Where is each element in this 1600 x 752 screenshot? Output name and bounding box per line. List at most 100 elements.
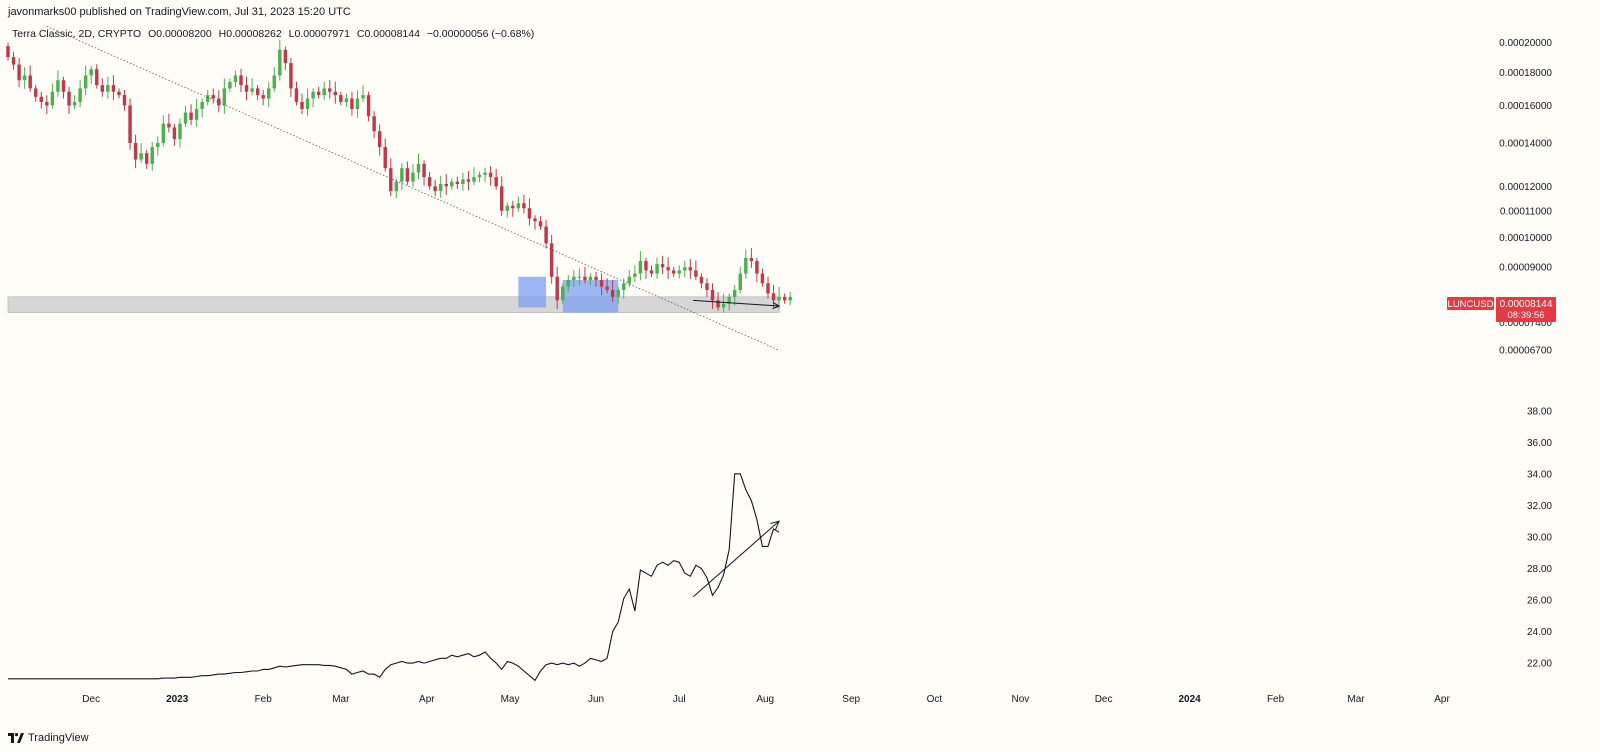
candle-body bbox=[211, 95, 215, 99]
time-tick-label: 2024 bbox=[1178, 694, 1201, 705]
candle-body bbox=[688, 267, 693, 271]
candle bbox=[339, 91, 343, 106]
candle bbox=[710, 283, 715, 309]
candle bbox=[316, 86, 321, 99]
candle bbox=[610, 280, 615, 302]
candle-body bbox=[766, 283, 770, 294]
candle bbox=[699, 273, 704, 289]
time-tick-label: May bbox=[501, 694, 520, 705]
price-badge-value-bg bbox=[1496, 297, 1556, 322]
candle-body bbox=[483, 172, 487, 175]
candle bbox=[28, 65, 32, 92]
candle-body bbox=[61, 80, 66, 92]
candle bbox=[483, 167, 487, 182]
candle-body bbox=[372, 116, 376, 132]
candle bbox=[527, 198, 532, 226]
candle bbox=[566, 274, 571, 292]
price-pane[interactable] bbox=[6, 25, 792, 351]
candle-body bbox=[283, 49, 288, 64]
candle-body bbox=[488, 172, 493, 178]
close-value: C0.00008144 bbox=[356, 28, 420, 40]
candle-body bbox=[527, 208, 532, 219]
candle-body bbox=[128, 105, 132, 143]
time-tick-label: Feb bbox=[255, 694, 273, 705]
time-tick-label: Jun bbox=[588, 694, 604, 705]
candle-body bbox=[516, 203, 521, 209]
candle bbox=[755, 257, 759, 283]
candle-body bbox=[544, 226, 548, 244]
candle-body bbox=[416, 163, 421, 173]
dotted-trendline bbox=[46, 25, 780, 351]
candle-body bbox=[311, 91, 315, 99]
candle bbox=[383, 138, 387, 172]
candle-body bbox=[511, 205, 515, 209]
candle-body bbox=[239, 75, 243, 86]
price-axis[interactable]: 0.00020000 0.00018000 0.00016000 0.00014000… bbox=[1499, 38, 1552, 356]
candle-body bbox=[383, 147, 387, 169]
candle bbox=[533, 215, 537, 230]
candle bbox=[749, 248, 754, 268]
price-tick-label: 0.00009000 bbox=[1499, 263, 1552, 274]
candle-body bbox=[782, 296, 787, 301]
candle bbox=[405, 161, 410, 186]
candle bbox=[716, 292, 720, 311]
candle bbox=[178, 118, 182, 148]
candle-body bbox=[106, 85, 110, 92]
candle-body bbox=[727, 296, 731, 304]
candle bbox=[11, 52, 16, 70]
candle bbox=[561, 283, 565, 304]
candle bbox=[488, 165, 493, 186]
candle-body bbox=[671, 270, 676, 274]
candle bbox=[211, 88, 215, 104]
candle bbox=[427, 172, 432, 190]
candle bbox=[389, 158, 393, 197]
candle bbox=[111, 75, 116, 101]
indicator-line bbox=[8, 473, 780, 682]
candle bbox=[250, 78, 254, 96]
candle-body bbox=[111, 85, 116, 92]
candle bbox=[394, 178, 399, 198]
candle-body bbox=[655, 264, 659, 274]
indicator-tick-label: 36.00 bbox=[1527, 438, 1552, 449]
candle-body bbox=[72, 101, 77, 106]
indicator-pane[interactable] bbox=[8, 473, 780, 682]
candle-body bbox=[361, 95, 365, 99]
candle-body bbox=[150, 147, 154, 164]
candle-body bbox=[638, 261, 643, 274]
candle bbox=[660, 255, 665, 275]
candle bbox=[522, 194, 526, 214]
candle bbox=[738, 266, 742, 294]
candle-body bbox=[433, 186, 437, 192]
candle-body bbox=[732, 289, 737, 297]
candle bbox=[732, 284, 737, 306]
symbol-name[interactable]: Terra Classic, 2D, CRYPTO bbox=[12, 28, 142, 40]
candle-body bbox=[272, 75, 276, 89]
time-tick-label: Mar bbox=[1347, 694, 1365, 705]
candle-body bbox=[389, 168, 393, 192]
candle bbox=[194, 99, 199, 127]
price-tick-label: 0.00020000 bbox=[1499, 38, 1552, 49]
candle-body bbox=[694, 270, 698, 277]
indicator-axis[interactable]: 38.00 36.00 34.00 32.00 30.00 28.00 26.00 24.00… bbox=[1527, 406, 1552, 669]
price-badge-ticker-bg bbox=[1447, 297, 1494, 310]
candle bbox=[366, 91, 371, 122]
candle-body bbox=[267, 88, 271, 99]
candle bbox=[677, 265, 681, 279]
indicator-tick-label: 28.00 bbox=[1527, 564, 1552, 575]
candle-body bbox=[777, 296, 781, 301]
price-badge-ticker: LUNCUSD bbox=[1448, 299, 1494, 310]
candle bbox=[655, 257, 659, 279]
candle bbox=[294, 81, 299, 106]
price-badge-countdown: 08:39:56 bbox=[1508, 310, 1545, 321]
candle bbox=[627, 270, 632, 287]
candle-body bbox=[6, 46, 10, 58]
time-tick-label: 2023 bbox=[166, 694, 189, 705]
time-axis[interactable]: Dec 2023 Feb Mar Apr May Jun Jul Aug Sep Oct Nov Dec… bbox=[82, 694, 1450, 705]
candle bbox=[511, 200, 515, 217]
change-value: −0.00000056 (−0.68%) bbox=[426, 28, 535, 40]
time-tick-label: Apr bbox=[1434, 694, 1450, 705]
time-tick-label: Oct bbox=[927, 694, 943, 705]
candle-body bbox=[677, 270, 681, 274]
candle-body bbox=[633, 273, 637, 277]
